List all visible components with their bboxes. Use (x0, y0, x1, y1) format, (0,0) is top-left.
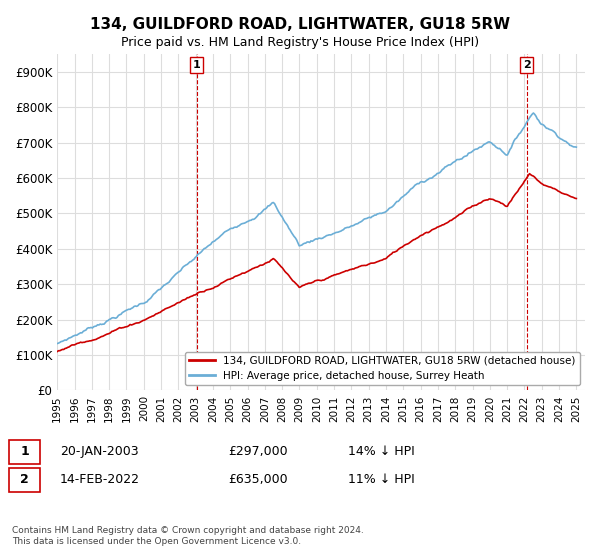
Text: 20-JAN-2003: 20-JAN-2003 (60, 445, 139, 459)
Text: £635,000: £635,000 (228, 473, 287, 487)
Legend: 134, GUILDFORD ROAD, LIGHTWATER, GU18 5RW (detached house), HPI: Average price, : 134, GUILDFORD ROAD, LIGHTWATER, GU18 5R… (185, 352, 580, 385)
Text: 1: 1 (20, 445, 29, 459)
Text: 134, GUILDFORD ROAD, LIGHTWATER, GU18 5RW: 134, GUILDFORD ROAD, LIGHTWATER, GU18 5R… (90, 17, 510, 32)
Text: 2: 2 (20, 473, 29, 487)
Text: 11% ↓ HPI: 11% ↓ HPI (348, 473, 415, 487)
Text: 14-FEB-2022: 14-FEB-2022 (60, 473, 140, 487)
Text: Contains HM Land Registry data © Crown copyright and database right 2024.
This d: Contains HM Land Registry data © Crown c… (12, 526, 364, 546)
Text: £297,000: £297,000 (228, 445, 287, 459)
Text: Price paid vs. HM Land Registry's House Price Index (HPI): Price paid vs. HM Land Registry's House … (121, 36, 479, 49)
Text: 2: 2 (523, 60, 530, 70)
Text: 14% ↓ HPI: 14% ↓ HPI (348, 445, 415, 459)
Text: 1: 1 (193, 60, 200, 70)
